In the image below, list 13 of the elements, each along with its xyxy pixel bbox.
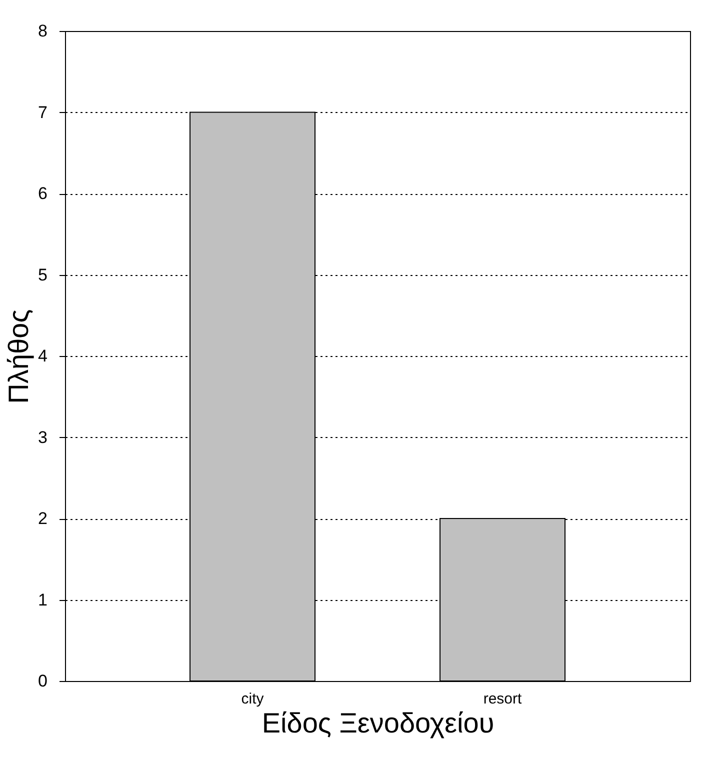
y-tick-label: 2 — [38, 509, 48, 528]
y-tick-label: 6 — [38, 184, 48, 203]
y-tick-label: 0 — [38, 672, 48, 690]
y-tick-label: 8 — [38, 22, 48, 40]
y-tick-label: 1 — [38, 590, 48, 610]
y-tick-label: 5 — [38, 265, 48, 284]
x-axis-title: Είδος Ξενοδοχείου — [262, 708, 494, 738]
x-tick-label: city — [241, 690, 264, 708]
x-tick-label: resort — [483, 690, 523, 708]
y-tick-label: 7 — [38, 102, 48, 122]
y-tick-label: 3 — [38, 428, 48, 447]
y-tick-label: 4 — [38, 346, 48, 366]
y-axis-title: Πλήθος — [3, 309, 34, 404]
